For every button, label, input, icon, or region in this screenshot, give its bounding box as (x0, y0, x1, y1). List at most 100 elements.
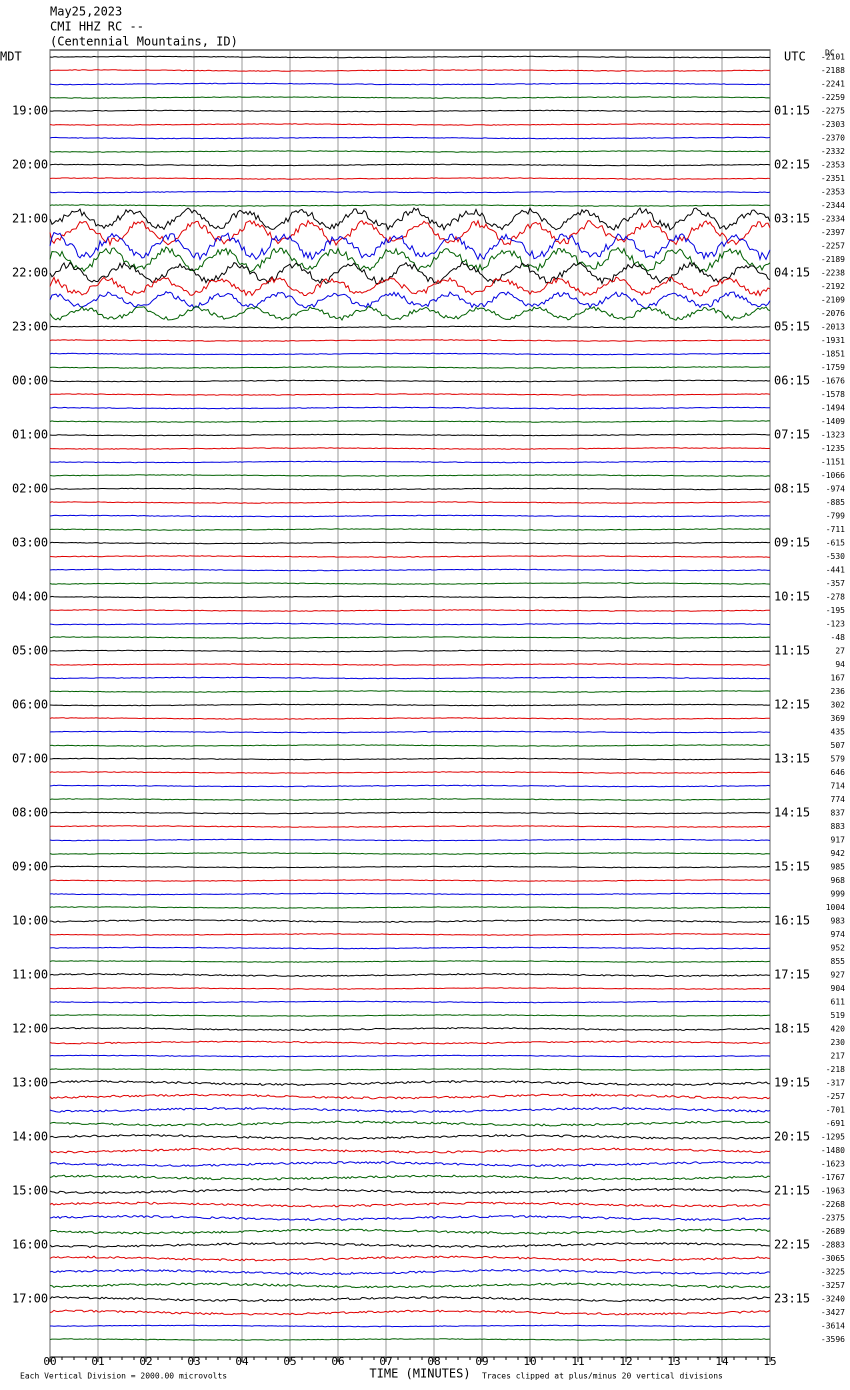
trace (50, 1324, 770, 1328)
dc-offset-label: -1295 (821, 1133, 845, 1142)
x-tick-label: 07 (379, 1355, 392, 1368)
header-station: CMI HHZ RC -- (50, 20, 144, 34)
dc-offset-label: 855 (831, 957, 846, 966)
trace (49, 447, 771, 450)
trace (50, 1000, 771, 1004)
x-tick-label: 15 (763, 1355, 776, 1368)
trace (49, 865, 771, 869)
trace (49, 1296, 770, 1303)
right-hour-label: 19:15 (774, 1076, 810, 1090)
trace (49, 1282, 771, 1289)
right-hour-label: 06:15 (774, 374, 810, 388)
trace (49, 231, 771, 262)
left-hour-label: 23:00 (12, 320, 48, 334)
right-hour-label: 04:15 (774, 266, 810, 280)
dc-offset-label: -1931 (821, 336, 845, 345)
dc-offset-label: -3596 (821, 1335, 845, 1344)
trace (49, 1026, 771, 1031)
trace (49, 276, 771, 297)
trace (49, 838, 771, 842)
dc-offset-label: -1323 (821, 431, 845, 440)
trace (49, 1309, 771, 1316)
left-hour-label: 14:00 (12, 1130, 48, 1144)
trace (49, 811, 771, 815)
trace (49, 784, 771, 788)
trace (49, 636, 771, 639)
left-hour-label: 00:00 (12, 374, 48, 388)
dc-offset-label: -885 (826, 498, 845, 507)
right-hour-label: 09:15 (774, 536, 810, 550)
trace (49, 1014, 770, 1017)
dc-offset-label: -2241 (821, 80, 845, 89)
dc-offset-label: -1676 (821, 377, 845, 386)
dc-offset-label: -2259 (821, 93, 845, 102)
trace (49, 487, 770, 491)
trace (49, 676, 771, 680)
left-hour-label: 09:00 (12, 860, 48, 874)
x-tick-label: 12 (619, 1355, 632, 1368)
right-hour-label: 08:15 (774, 482, 810, 496)
dc-offset-label: 236 (831, 687, 846, 696)
dc-label: DC (825, 49, 835, 58)
dc-offset-label: -257 (826, 1092, 845, 1101)
trace (49, 1079, 771, 1087)
right-hour-label: 21:15 (774, 1184, 810, 1198)
dc-offset-label: 883 (831, 822, 846, 831)
dc-offset-label: -3257 (821, 1281, 845, 1290)
trace (49, 622, 770, 626)
trace (49, 290, 771, 310)
dc-offset-label: 27 (835, 647, 845, 656)
trace (49, 1338, 771, 1341)
trace (49, 1269, 771, 1276)
trace (49, 1161, 771, 1167)
header-location: (Centennial Mountains, ID) (50, 35, 238, 49)
x-tick-label: 03 (187, 1355, 200, 1368)
right-hour-label: 17:15 (774, 968, 810, 982)
x-tick-label: 09 (475, 1355, 488, 1368)
left-hour-label: 15:00 (12, 1184, 48, 1198)
trace (49, 379, 771, 383)
dc-offset-label: -48 (831, 633, 846, 642)
left-hour-label: 22:00 (12, 266, 48, 280)
trace (49, 207, 771, 231)
footer-right: Traces clipped at plus/minus 20 vertical… (482, 1372, 723, 1381)
dc-offset-label: -3427 (821, 1308, 845, 1317)
x-tick-label: 01 (91, 1355, 104, 1368)
x-tick-label: 08 (427, 1355, 440, 1368)
dc-offset-label: 94 (835, 660, 845, 669)
trace (49, 757, 771, 761)
trace (49, 703, 771, 707)
dc-offset-label: 917 (831, 836, 846, 845)
dc-offset-label: -1759 (821, 363, 845, 372)
dc-offset-label: -2189 (821, 255, 845, 264)
dc-offset-label: -1851 (821, 350, 845, 359)
trace (49, 1106, 771, 1113)
trace (49, 261, 771, 286)
trace (49, 1201, 771, 1208)
trace (49, 825, 771, 828)
dc-offset-label: 974 (831, 930, 846, 939)
dc-offset-label: -1578 (821, 390, 845, 399)
right-hour-label: 10:15 (774, 590, 810, 604)
dc-offset-label: -317 (826, 1079, 845, 1088)
dc-offset-label: -1409 (821, 417, 845, 426)
dc-offset-label: -278 (826, 593, 845, 602)
dc-offset-label: 837 (831, 809, 846, 818)
x-tick-label: 13 (667, 1355, 680, 1368)
left-hour-label: 08:00 (12, 806, 48, 820)
right-hour-label: 18:15 (774, 1022, 810, 1036)
dc-offset-label: -2883 (821, 1241, 845, 1250)
dc-offset-label: -2238 (821, 269, 845, 278)
dc-offset-label: -615 (826, 539, 845, 548)
dc-offset-label: -2076 (821, 309, 845, 318)
header-date: May25,2023 (50, 5, 122, 19)
trace (49, 136, 771, 140)
dc-offset-label: -1963 (821, 1187, 845, 1196)
trace (49, 663, 771, 666)
trace (49, 892, 771, 896)
trace (49, 1054, 771, 1058)
dc-offset-label: 579 (831, 755, 846, 764)
right-hour-label: 05:15 (774, 320, 810, 334)
dc-offset-label: 611 (831, 998, 846, 1007)
trace (49, 55, 771, 59)
